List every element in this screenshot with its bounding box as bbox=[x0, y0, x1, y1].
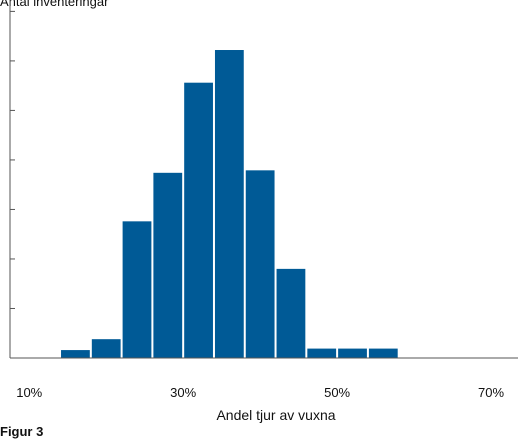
histogram-bar-9 bbox=[307, 348, 337, 358]
histogram-bar-2 bbox=[91, 339, 121, 358]
histogram-bar-11 bbox=[368, 348, 398, 358]
histogram-bar-10 bbox=[338, 348, 367, 358]
bars-group bbox=[61, 50, 398, 359]
x-tick-label: 50% bbox=[324, 385, 350, 400]
histogram-bar-5 bbox=[184, 82, 213, 359]
x-tick-label: 10% bbox=[16, 385, 42, 400]
chart-header-text: Antal inventeringar bbox=[0, 0, 109, 9]
histogram-bar-7 bbox=[245, 170, 275, 358]
x-tick-labels: 10% 30% 50% 70% bbox=[16, 385, 504, 400]
y-axis bbox=[9, 0, 15, 358]
histogram-bar-4 bbox=[153, 172, 183, 358]
figure-caption: Figur 3 bbox=[0, 424, 44, 439]
x-axis-label: Andel tjur av vuxna bbox=[216, 407, 335, 423]
x-tick-label: 70% bbox=[478, 385, 504, 400]
x-tick-label: 30% bbox=[170, 385, 196, 400]
histogram-bar-8 bbox=[276, 268, 306, 358]
histogram-bar-3 bbox=[122, 221, 152, 358]
histogram-bar-6 bbox=[214, 50, 244, 359]
histogram-chart: 10% 30% 50% 70% Andel tjur av vuxna bbox=[9, 0, 518, 423]
histogram-bar-1 bbox=[61, 350, 90, 358]
